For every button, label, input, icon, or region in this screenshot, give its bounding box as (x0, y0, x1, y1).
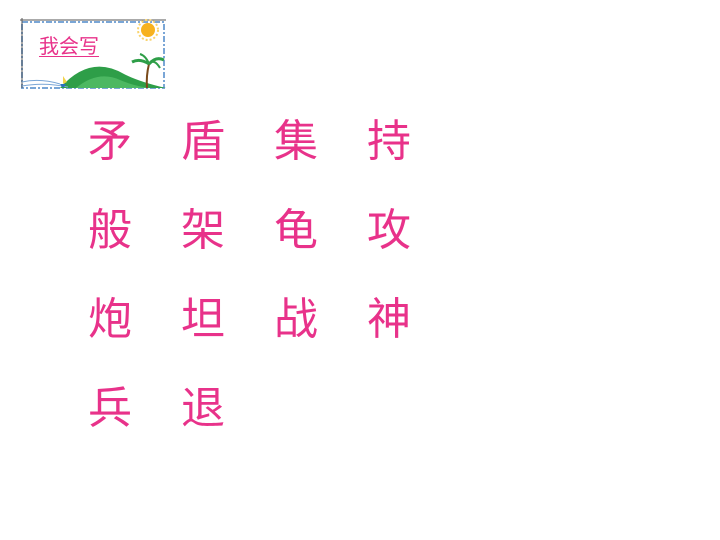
character: 坦 (181, 294, 225, 345)
character-row: 矛 盾 集 持 (88, 112, 460, 201)
banner-frame (20, 18, 166, 89)
character: 攻 (367, 205, 411, 256)
sun-icon (137, 19, 159, 41)
banner-title: 我会写 (39, 34, 99, 58)
character: 持 (367, 116, 411, 167)
character: 兵 (88, 383, 132, 434)
hill-icon (21, 66, 166, 88)
character: 矛 (88, 116, 132, 167)
character: 般 (88, 205, 132, 256)
character: 炮 (88, 294, 132, 345)
palm-tree-icon (131, 53, 165, 89)
character: 神 (367, 294, 411, 345)
character-row: 兵 退 (88, 379, 460, 468)
sailboat-icon (60, 76, 67, 87)
character: 集 (274, 116, 318, 167)
character: 退 (181, 383, 225, 434)
character: 架 (181, 205, 225, 256)
character: 战 (274, 294, 318, 345)
character-row: 炮 坦 战 神 (88, 290, 460, 379)
character: 龟 (274, 205, 318, 256)
character: 盾 (181, 116, 225, 167)
character-row: 般 架 龟 攻 (88, 201, 460, 290)
character-grid: 矛 盾 集 持 般 架 龟 攻 炮 坦 战 神 兵 退 (88, 112, 460, 468)
section-banner: 我会写 (20, 18, 168, 92)
